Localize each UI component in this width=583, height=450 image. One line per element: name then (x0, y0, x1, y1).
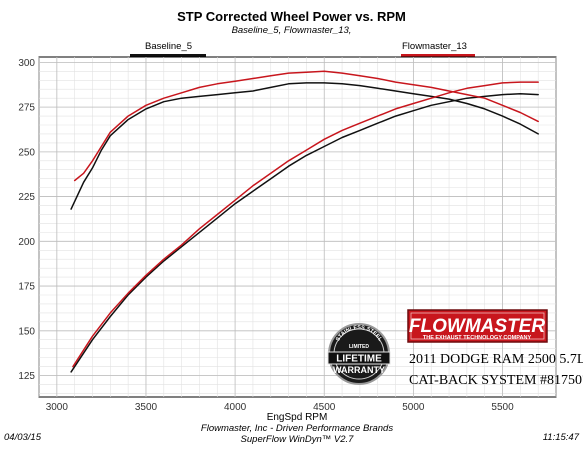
logo-background (407, 309, 548, 343)
logo-tagline: THE EXHAUST TECHNOLOGY COMPANY (423, 335, 532, 341)
grid (38, 57, 557, 397)
y-tick-label: 200 (18, 237, 35, 248)
badge-line2: WARRANTY (333, 365, 385, 375)
footer-company: Flowmaster, Inc - Driven Performance Bra… (201, 423, 393, 434)
y-tick-label: 225 (18, 192, 35, 203)
lifetime-warranty-badge-icon: STAINLESS STEEL LIMITED LIFETIME WARRANT… (327, 323, 391, 385)
series-line-flowmaster-13-hp (73, 70, 539, 182)
x-axis-label: EngSpd RPM (267, 412, 328, 423)
flowmaster-logo: FLOWMASTER THE EXHAUST TECHNOLOGY COMPAN… (407, 309, 548, 343)
axis-ticks: 3000 3500 4000 4500 5000 5500 125 150 175 200 225 2… (18, 58, 514, 413)
vehicle-line1: 2011 DODGE RAM 2500 5.7L (409, 352, 583, 367)
x-tick-label: 3000 (46, 402, 69, 413)
footer-date: 04/03/15 (4, 432, 42, 443)
series-line-flowmaster-13-tq (72, 81, 539, 368)
x-tick-label: 5500 (491, 402, 514, 413)
chart-subtitle: Baseline_5, Flowmaster_13, (232, 25, 352, 36)
legend-label-baseline: Baseline_5 (145, 41, 192, 52)
y-tick-label: 125 (18, 371, 35, 382)
legend-label-flowmaster: Flowmaster_13 (402, 41, 467, 52)
footer-software: SuperFlow WinDyn™ V2.7 (241, 434, 355, 445)
y-tick-label: 150 (18, 326, 35, 337)
y-tick-label: 275 (18, 103, 35, 114)
legend: Baseline_5 Flowmaster_13 (130, 41, 475, 57)
chart-title: STP Corrected Wheel Power vs. RPM (177, 9, 406, 24)
footer-time: 11:15:47 (543, 432, 580, 443)
x-tick-label: 3500 (135, 402, 158, 413)
x-tick-label: 4500 (313, 402, 336, 413)
badge-line1: LIFETIME (336, 354, 382, 365)
logo-wordmark: FLOWMASTER (409, 316, 545, 337)
y-tick-label: 175 (18, 282, 35, 293)
x-tick-label: 4000 (224, 402, 247, 413)
x-tick-label: 5000 (402, 402, 425, 413)
vehicle-line2: CAT-BACK SYSTEM #817507 (409, 373, 583, 388)
y-tick-label: 300 (18, 58, 35, 69)
series-group (70, 70, 539, 373)
badge-small-text: LIMITED (349, 344, 369, 350)
plot-frame (38, 56, 557, 398)
series-line-baseline-5-tq (70, 92, 539, 373)
y-tick-label: 250 (18, 147, 35, 158)
